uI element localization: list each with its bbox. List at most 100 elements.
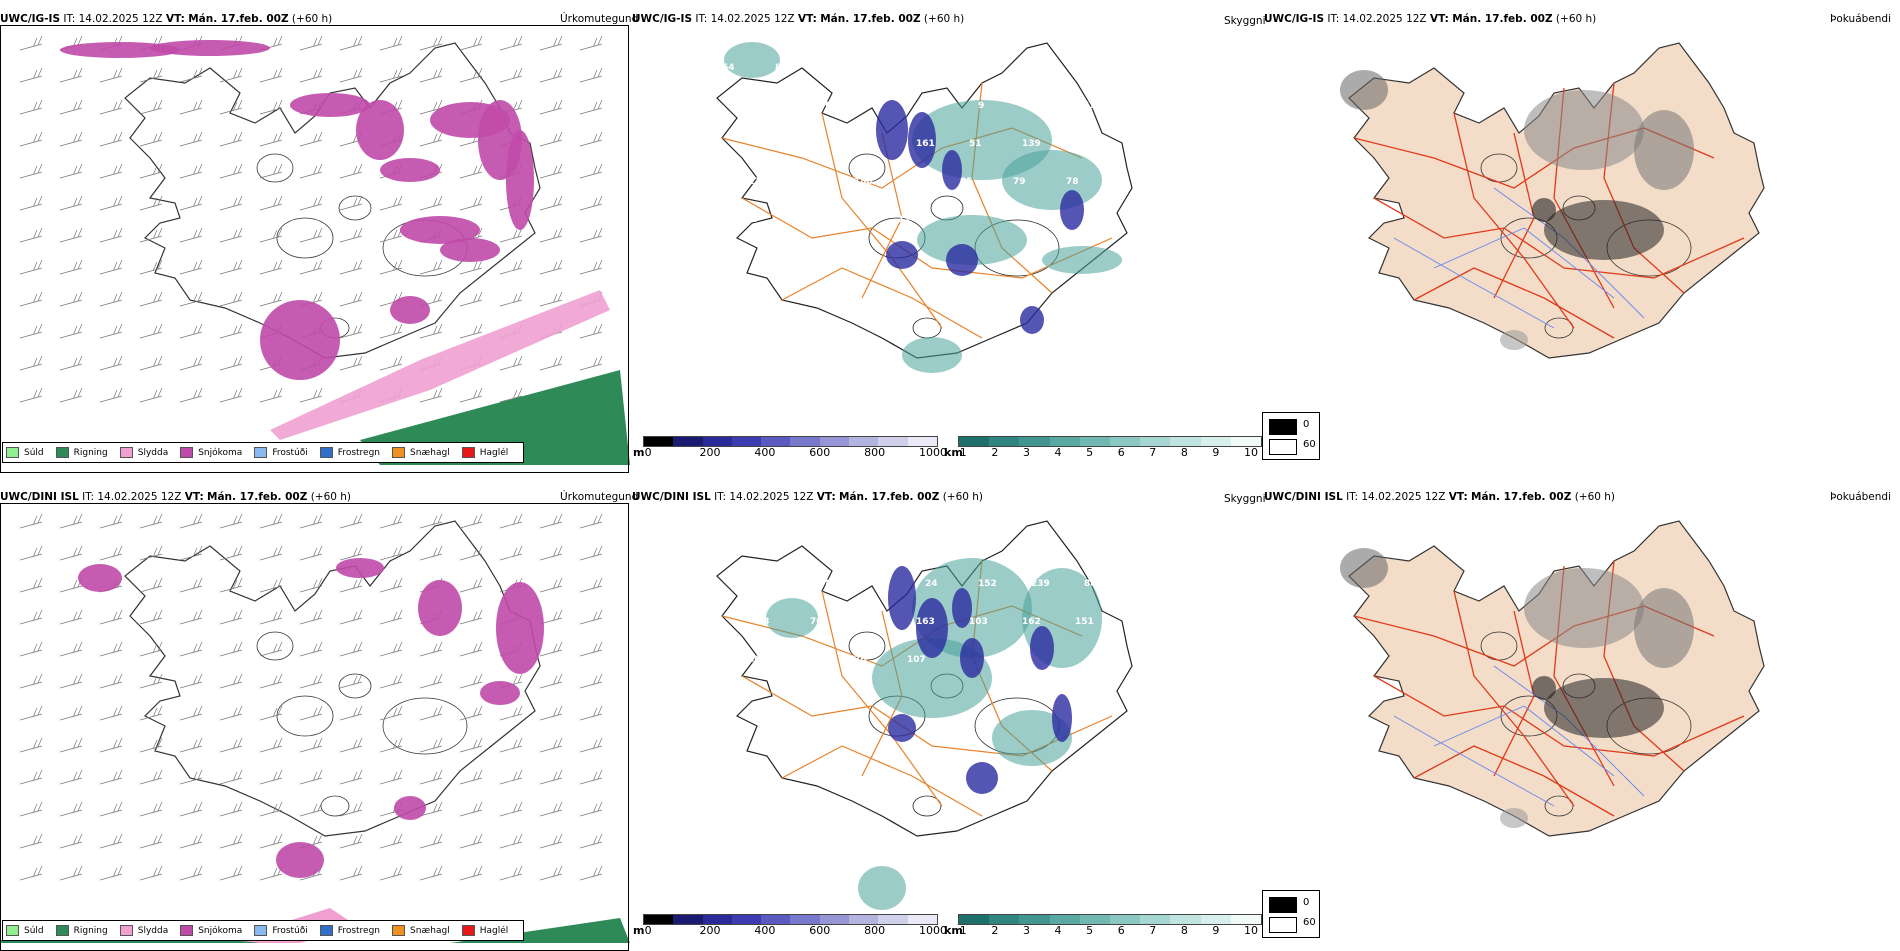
fog-indicator-area xyxy=(1544,200,1664,260)
wind-barb xyxy=(579,737,603,753)
road xyxy=(1453,590,1575,807)
wind-barb xyxy=(59,99,83,115)
sleet-band xyxy=(270,290,610,440)
road xyxy=(1453,112,1575,329)
legend-label: Haglél xyxy=(479,925,509,936)
wind-barb xyxy=(419,99,443,115)
wind-barb xyxy=(259,195,283,211)
colorbar-step xyxy=(1200,437,1231,446)
legend-swatch xyxy=(319,925,333,936)
fog-indicator-area xyxy=(1532,198,1556,222)
wind-barb xyxy=(139,323,163,339)
fog-map xyxy=(1340,520,1765,837)
tick-label: 0 xyxy=(644,924,652,937)
colorbar-step xyxy=(1170,915,1201,924)
wind-barb xyxy=(379,673,403,689)
tick-label: 6 xyxy=(1117,924,1125,937)
road xyxy=(1373,197,1745,279)
low-visibility-area xyxy=(917,215,1027,265)
wind-barb xyxy=(99,609,123,625)
wind-barb xyxy=(339,545,363,561)
wind-barb xyxy=(99,801,123,817)
wind-barb xyxy=(299,737,323,753)
fog-swatch-black xyxy=(1269,419,1297,435)
wind-barb xyxy=(419,67,443,83)
legend-item: Snjókoma xyxy=(180,447,242,458)
wind-barb xyxy=(179,513,203,529)
wind-barb xyxy=(179,801,203,817)
wind-barb xyxy=(59,323,83,339)
low-ceiling-area xyxy=(888,714,916,742)
wind-barb xyxy=(299,705,323,721)
wind-barb xyxy=(339,705,363,721)
colorbar-step xyxy=(849,437,879,446)
wind-barb xyxy=(179,577,203,593)
wind-barb xyxy=(259,387,283,403)
wind-barb xyxy=(59,737,83,753)
wind-barb xyxy=(459,833,483,849)
wind-barb xyxy=(19,131,43,147)
wind-barb xyxy=(539,865,563,881)
tick-label: 5 xyxy=(1086,924,1094,937)
visibility-value: 239 xyxy=(1031,579,1050,589)
panel-title: UWC/DINI ISL IT: 14.02.2025 12Z VT: Mán.… xyxy=(1264,491,1616,503)
tick-label: 5 xyxy=(1086,446,1094,459)
wind-barb xyxy=(539,705,563,721)
colorbar-step xyxy=(1079,915,1111,924)
colorbar-step xyxy=(761,915,791,924)
tick-label: 400 xyxy=(754,924,776,937)
road xyxy=(1413,745,1615,817)
visibility-value: 403 xyxy=(810,139,829,149)
visibility-value: 65 xyxy=(881,541,894,551)
wind-barb xyxy=(459,195,483,211)
wind-barb xyxy=(259,259,283,275)
wind-barb xyxy=(419,801,443,817)
colorbar-step xyxy=(790,437,820,446)
wind-barb xyxy=(539,35,563,51)
colorbar-step xyxy=(907,915,937,924)
wind-barb xyxy=(459,705,483,721)
wind-barb xyxy=(419,259,443,275)
wind-barb xyxy=(539,195,563,211)
wind-barb xyxy=(19,545,43,561)
legend-swatch xyxy=(180,447,194,458)
visibility-value: 146 xyxy=(739,215,758,225)
legend-label: Súld xyxy=(24,925,44,936)
wind-barb xyxy=(179,705,203,721)
visibility-value: 133 xyxy=(801,655,820,665)
wind-barb xyxy=(19,195,43,211)
wind-barb xyxy=(139,545,163,561)
fog-legend-top: 0 60 xyxy=(1262,412,1320,460)
wind-barb xyxy=(579,163,603,179)
wind-barb xyxy=(579,99,603,115)
wind-barb xyxy=(219,673,243,689)
fog-indicator-area xyxy=(1524,90,1644,170)
wind-barb xyxy=(259,641,283,657)
visibility-value: 59 xyxy=(845,215,858,225)
wind-barb xyxy=(339,163,363,179)
wind-barb xyxy=(459,673,483,689)
wind-barb xyxy=(19,737,43,753)
wind-barb xyxy=(139,291,163,307)
visibility-value: 80 xyxy=(748,655,761,665)
visibility-value: 180 xyxy=(854,177,873,187)
wind-barb xyxy=(299,673,323,689)
tick-label: 1000 xyxy=(919,924,947,937)
wind-barb xyxy=(379,769,403,785)
wind-barb xyxy=(379,195,403,211)
legend-swatch xyxy=(180,925,194,936)
wind-barb xyxy=(99,387,123,403)
wind-barb xyxy=(339,323,363,339)
fog-indicator-area xyxy=(1524,568,1644,648)
wind-barb xyxy=(219,513,243,529)
wind-barb xyxy=(139,833,163,849)
wind-barb xyxy=(219,577,243,593)
wind-barb xyxy=(219,833,243,849)
wind-barb xyxy=(379,545,403,561)
wind-barb xyxy=(419,705,443,721)
wind-barb xyxy=(499,865,523,881)
glacier-outline xyxy=(1544,317,1574,339)
variable-name: Úrkomutegund xyxy=(560,13,639,25)
wind-barb xyxy=(59,641,83,657)
wind-barb xyxy=(379,35,403,51)
